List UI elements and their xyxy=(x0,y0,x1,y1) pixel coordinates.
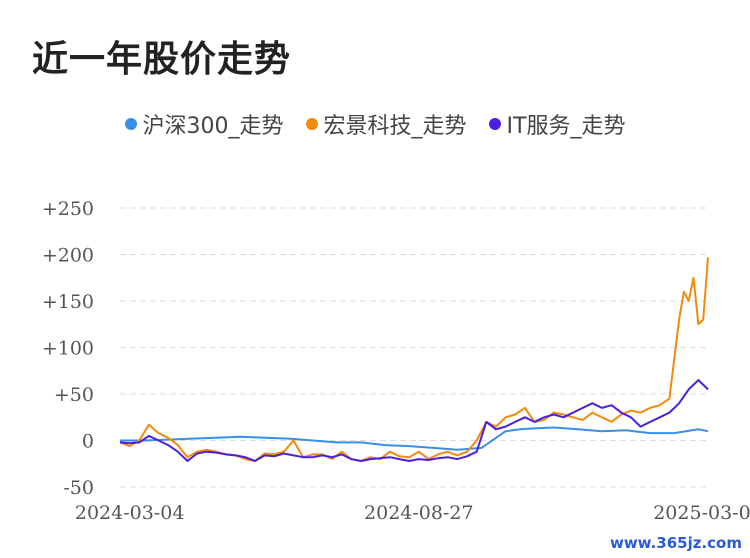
legend-label-hs300: 沪深300_走势 xyxy=(142,114,284,139)
y-tick-label: +150 xyxy=(42,291,94,313)
x-tick-label: 2024-08-27 xyxy=(364,502,474,524)
legend-dot-hs300 xyxy=(124,118,137,130)
legend-item-hs300[interactable]: 沪深300_走势 xyxy=(124,108,284,140)
x-tick-label: 2025-03-03 xyxy=(653,502,750,524)
y-tick-label: 0 xyxy=(82,431,94,453)
watermark: www.365jz.com xyxy=(609,534,742,552)
series-line-hs300 xyxy=(120,426,709,451)
y-tick-label: +250 xyxy=(42,198,94,220)
legend-item-it[interactable]: IT服务_走势 xyxy=(488,108,626,140)
y-tick-label: +200 xyxy=(42,245,94,267)
legend-label-it: IT服务_走势 xyxy=(506,114,626,139)
legend-dot-it xyxy=(488,118,501,130)
legend-label-company: 宏景科技_走势 xyxy=(323,114,467,139)
chart-title: 近一年股价走势 xyxy=(32,39,292,80)
y-tick-label: -50 xyxy=(63,477,94,499)
grid-lines xyxy=(120,207,708,488)
y-tick-label: +100 xyxy=(42,338,94,360)
chart-legend: 沪深300_走势 宏景科技_走势 IT服务_走势 xyxy=(0,108,750,140)
series-line-it xyxy=(119,379,709,462)
x-tick-label: 2024-03-04 xyxy=(75,502,185,524)
y-axis-ticks: +250 +200 +150 +100 +50 0 -50 xyxy=(42,198,94,499)
y-tick-label: +50 xyxy=(54,384,94,406)
legend-dot-company xyxy=(305,118,318,130)
legend-item-company[interactable]: 宏景科技_走势 xyxy=(305,108,467,140)
x-axis-ticks: 2024-03-04 2024-08-27 2025-03-03 xyxy=(75,502,750,524)
series-lines xyxy=(119,257,709,462)
